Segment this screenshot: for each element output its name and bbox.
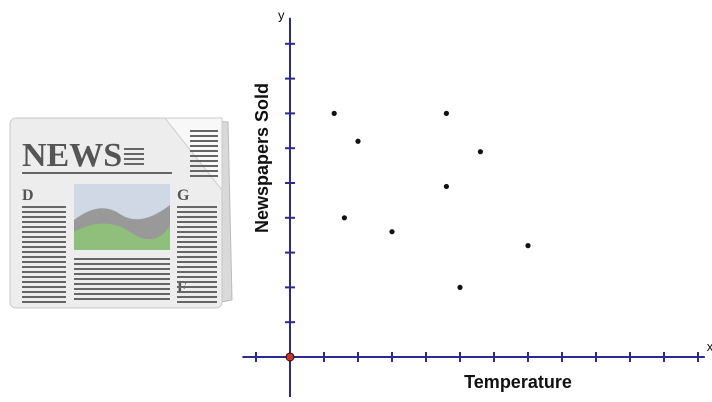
line <box>22 211 66 213</box>
line <box>177 261 217 263</box>
line <box>177 216 217 218</box>
line <box>74 263 170 265</box>
origin <box>286 353 294 361</box>
line <box>177 281 217 283</box>
point <box>342 215 347 220</box>
drop-letter: D <box>22 187 34 204</box>
line <box>22 226 66 228</box>
line <box>22 251 66 253</box>
line <box>124 148 144 150</box>
line <box>22 286 66 288</box>
line <box>22 236 66 238</box>
line <box>190 170 218 172</box>
line <box>177 301 217 303</box>
line <box>190 165 218 167</box>
line <box>22 276 66 278</box>
line <box>177 231 217 233</box>
line <box>177 256 217 258</box>
point <box>457 285 462 290</box>
line <box>177 266 217 268</box>
line <box>74 283 170 285</box>
line <box>22 246 66 248</box>
newspaper-illustration: NEWS D G F <box>10 118 232 308</box>
page: {"illustration": {"headline": "NEWS", "l… <box>0 0 712 402</box>
line <box>177 291 217 293</box>
line <box>22 271 66 273</box>
line <box>190 140 218 142</box>
line <box>177 206 217 208</box>
line <box>177 251 217 253</box>
line <box>124 153 144 155</box>
drop-letter: G <box>177 187 190 204</box>
line <box>190 175 218 177</box>
point <box>444 184 449 189</box>
line <box>177 226 217 228</box>
y-axis-label: Newspapers Sold <box>252 83 272 233</box>
line <box>22 281 66 283</box>
line <box>22 296 66 298</box>
line <box>22 261 66 263</box>
x-axis-label: Temperature <box>464 372 572 392</box>
line <box>22 241 66 243</box>
line <box>177 286 217 288</box>
x-axis-name: x <box>707 339 712 354</box>
line <box>22 231 66 233</box>
line <box>177 221 217 223</box>
line <box>22 256 66 258</box>
point <box>525 243 530 248</box>
line <box>177 276 217 278</box>
line <box>177 271 217 273</box>
line <box>22 206 66 208</box>
line <box>190 130 218 132</box>
line <box>190 155 218 157</box>
line <box>22 301 66 303</box>
point <box>332 111 337 116</box>
line <box>74 278 170 280</box>
rule <box>22 172 172 174</box>
point <box>478 149 483 154</box>
line <box>74 298 170 300</box>
headline: NEWS <box>22 137 122 174</box>
line <box>190 145 218 147</box>
line <box>190 150 218 152</box>
line <box>74 293 170 295</box>
scene: NEWS D G F x y Temperature Newspapers Sold <box>0 0 712 402</box>
line <box>177 211 217 213</box>
plot: x y Temperature Newspapers Sold <box>242 8 712 397</box>
line <box>124 158 144 160</box>
line <box>74 258 170 260</box>
line <box>22 291 66 293</box>
point <box>389 229 394 234</box>
line <box>177 241 217 243</box>
line <box>177 236 217 238</box>
line <box>124 163 144 165</box>
point <box>355 139 360 144</box>
line <box>190 135 218 137</box>
line <box>22 221 66 223</box>
line <box>177 296 217 298</box>
line <box>22 266 66 268</box>
line <box>190 160 218 162</box>
line <box>22 216 66 218</box>
point <box>444 111 449 116</box>
line <box>74 268 170 270</box>
y-axis-name: y <box>278 8 285 23</box>
line <box>74 273 170 275</box>
line <box>177 246 217 248</box>
line <box>74 288 170 290</box>
